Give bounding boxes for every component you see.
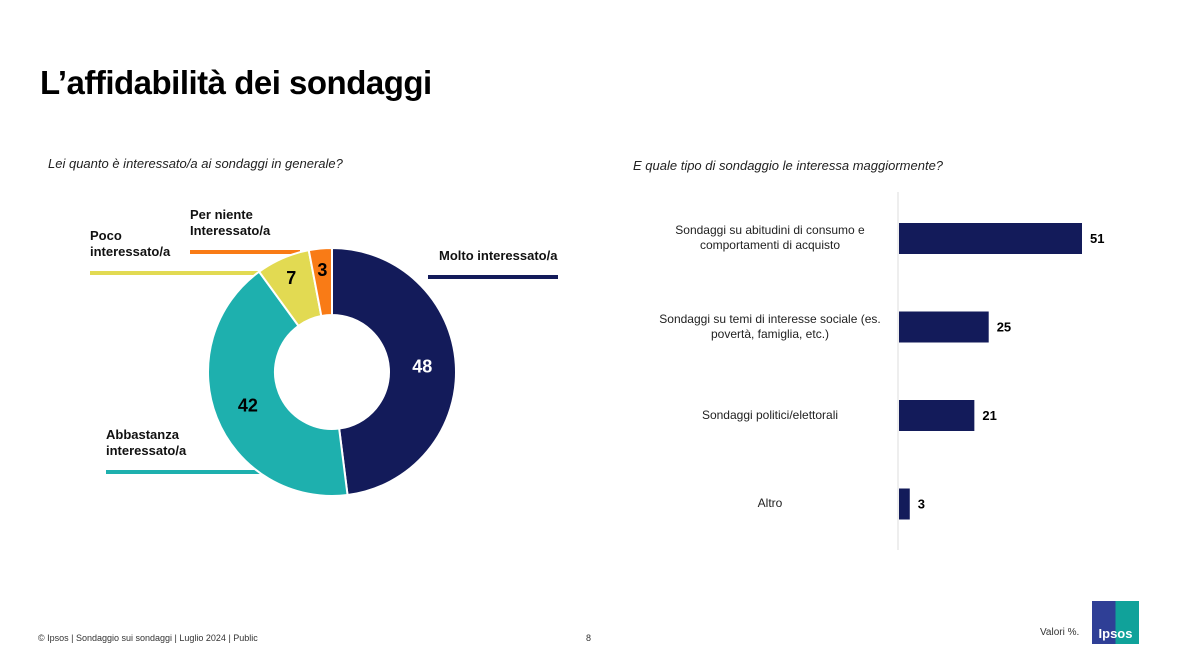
label-molto: Molto interessato/a xyxy=(439,248,558,263)
bar-category-label: Sondaggi politici/elettorali xyxy=(701,407,839,422)
bar-value-label: 51 xyxy=(1090,231,1104,246)
bar xyxy=(899,223,1082,254)
label-poco: Poco interessato/a xyxy=(90,228,171,259)
bar-value-label: 25 xyxy=(997,320,1011,335)
bar-value-label: 21 xyxy=(982,408,996,423)
bar-category-label: Sondaggi su abitudini di consumo e compo… xyxy=(675,223,865,252)
donut-question: Lei quanto è interessato/a ai sondaggi i… xyxy=(48,156,343,171)
bar-question: E quale tipo di sondaggio le interessa m… xyxy=(633,158,944,173)
label-abbastanza: Abbastanza interessato/a xyxy=(106,427,187,458)
donut-slice xyxy=(307,246,333,318)
donut-slice xyxy=(207,270,349,497)
bar-value-label: 3 xyxy=(918,497,925,512)
slice-value-label: 42 xyxy=(238,395,258,415)
values-note: Valori %. xyxy=(1040,627,1080,638)
slice-value-label: 3 xyxy=(317,260,327,280)
ipsos-logo: Ipsos xyxy=(1092,601,1139,644)
slice-value-label: 48 xyxy=(412,356,432,376)
bar xyxy=(899,488,910,520)
bar xyxy=(899,400,975,431)
donut-slice xyxy=(331,246,457,497)
label-per-niente: Per niente Interessato/a xyxy=(190,207,271,238)
bar-category-label: Altro xyxy=(757,496,783,510)
bar xyxy=(899,311,989,343)
bar-chart: 51 25 21 3 xyxy=(897,192,1104,550)
page-number: 8 xyxy=(586,633,592,643)
donut-chart: 48 42 7 3 xyxy=(90,246,558,497)
bar-category-label: Sondaggi su temi di interesse sociale (e… xyxy=(659,311,881,341)
page-title: L’affidabilità dei sondaggi xyxy=(40,64,432,101)
footer-copyright: © Ipsos | Sondaggio sui sondaggi | Lugli… xyxy=(38,633,258,643)
slice-value-label: 7 xyxy=(286,268,296,288)
